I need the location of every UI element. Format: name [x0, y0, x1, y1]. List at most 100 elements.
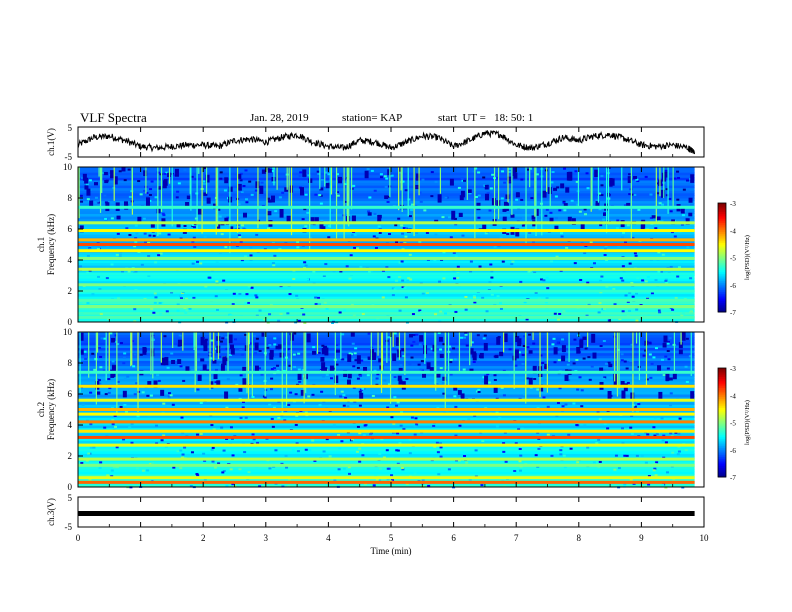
spectrogram-bin [78, 471, 695, 475]
spectrogram-bin [80, 462, 84, 465]
spectrogram-bin [185, 202, 190, 208]
spectrogram-bin [149, 188, 153, 191]
spectrogram-bin [296, 450, 300, 453]
spectrogram-bin [688, 212, 693, 217]
spectrogram-bin [408, 334, 413, 338]
spectrogram-bin [140, 263, 144, 266]
spectrogram-bin [572, 362, 576, 365]
spectrogram-bin [96, 391, 101, 395]
band-line [78, 283, 695, 287]
sferic-streak [190, 167, 192, 211]
spectrogram-bin [664, 441, 668, 444]
band-line [78, 398, 695, 402]
spectrogram-bin [237, 234, 241, 237]
spectrogram-bin [78, 440, 695, 444]
spectrogram-bin [674, 303, 678, 306]
spectrogram-bin [373, 189, 377, 192]
spectrogram-bin [566, 363, 570, 366]
spectrogram-bin [225, 484, 229, 487]
spectrogram-bin [534, 207, 539, 216]
spectrogram-bin [370, 349, 375, 358]
spectrogram-bin [479, 431, 483, 434]
spectrogram-bin [216, 380, 221, 387]
spectrogram-bin [237, 183, 242, 191]
colorbar-bin [718, 371, 726, 374]
spectrogram-bin [572, 402, 576, 405]
sferic-streak [398, 167, 400, 211]
spectrogram-bin [176, 450, 180, 453]
spectrogram-bin [225, 336, 229, 339]
spectrogram-bin [255, 296, 259, 299]
spectrogram-bin [325, 181, 329, 184]
spectrogram-bin [520, 198, 524, 201]
spectrogram-bin [93, 182, 98, 186]
colorbar-bin [718, 422, 726, 425]
spectrogram-bin [91, 293, 95, 296]
spectrogram-bin [79, 194, 83, 197]
spectrogram-bin [184, 311, 188, 314]
spectrogram-bin [240, 353, 244, 356]
x-axis-label: Time (min) [371, 546, 412, 556]
spectrogram-bin [660, 219, 664, 222]
x-tick-label: 1 [138, 533, 143, 543]
spectrogram-bin [661, 358, 665, 361]
spectrogram-bin [78, 200, 695, 204]
spectrogram-bin [602, 212, 607, 216]
colorbar-frame [717, 202, 727, 313]
spectrogram-bin [194, 178, 198, 181]
spectrogram-bin [558, 312, 562, 315]
spectrogram-bin [294, 423, 298, 426]
spectrogram-bin [348, 277, 352, 280]
spectrogram-bin [96, 200, 100, 203]
spectrogram-bin [421, 292, 425, 295]
spectrogram-bin [628, 262, 632, 265]
spectrogram-bin [668, 337, 672, 340]
spectrogram-bin [259, 185, 264, 194]
spectrogram-bin [564, 374, 569, 382]
spectrogram-bin [97, 275, 101, 278]
spectrogram-bin [197, 374, 202, 381]
colorbar-tick-label: -7 [730, 474, 736, 482]
sferic-streak [101, 167, 103, 193]
spectrogram-bin [238, 236, 242, 239]
spectrogram-bin [291, 449, 295, 452]
spectrogram-bin [404, 235, 408, 238]
spectrogram-bin [78, 252, 695, 256]
colorbar-bin [718, 395, 726, 398]
spectrogram-bin [356, 377, 360, 380]
spectrogram-bin [89, 391, 93, 394]
spectrogram-bin [341, 358, 345, 361]
spectrogram-bin [535, 173, 539, 176]
sferic-streak [88, 332, 90, 378]
sferic-streak [285, 332, 288, 406]
spectrogram-bin [637, 208, 641, 211]
spectrogram-bin [500, 386, 504, 389]
spectrogram-bin [408, 438, 412, 441]
spectrogram-bin [78, 375, 695, 379]
spectrogram-bin [118, 255, 122, 258]
spectrogram-bin [662, 434, 666, 437]
spectrogram-bin [149, 394, 153, 397]
spectrogram-bin [96, 247, 100, 250]
colorbar-bin [718, 304, 726, 308]
spectrogram-bin [491, 198, 496, 206]
spectrogram-bin [225, 406, 229, 409]
spectrogram-bin [605, 220, 609, 223]
spectrogram-bin [274, 449, 278, 452]
spectrogram-bin [210, 448, 214, 451]
colorbar-bin [718, 221, 726, 224]
spectrogram-bin [398, 442, 402, 445]
colorbar-bin [718, 386, 726, 389]
spectrogram-bin [664, 169, 668, 172]
spectrogram-bin [523, 335, 527, 338]
spectrogram-bin [295, 294, 299, 297]
spectrogram-bin [373, 212, 377, 215]
spectrogram-bin [252, 438, 256, 441]
spectrogram-bin [304, 264, 308, 267]
spectrogram-bin [573, 262, 577, 265]
spectrogram-bin [142, 347, 147, 355]
spectrogram-bin [469, 368, 474, 372]
spectrogram-bin [301, 368, 305, 371]
spectrogram-bin [116, 343, 120, 346]
spectrogram-bin [92, 351, 96, 354]
